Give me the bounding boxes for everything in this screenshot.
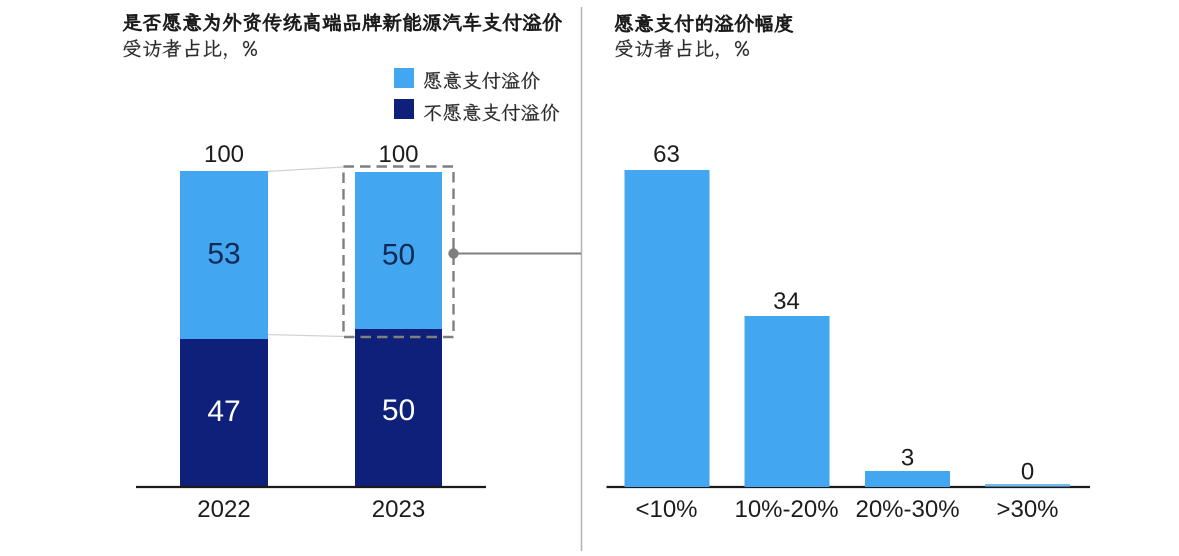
svg-text:20%-30%: 20%-30% <box>855 496 959 523</box>
svg-text:2023: 2023 <box>372 496 425 523</box>
svg-text:47: 47 <box>207 395 240 428</box>
svg-text:>30%: >30% <box>996 496 1058 523</box>
svg-text:3: 3 <box>901 445 914 472</box>
svg-text:100: 100 <box>378 141 418 168</box>
svg-text:10%-20%: 10%-20% <box>734 496 838 523</box>
svg-text:2022: 2022 <box>197 496 250 523</box>
svg-text:<10%: <10% <box>635 496 697 523</box>
svg-text:50: 50 <box>382 394 415 427</box>
svg-text:63: 63 <box>653 141 680 168</box>
svg-text:100: 100 <box>204 141 244 168</box>
svg-text:50: 50 <box>382 239 415 272</box>
svg-text:0: 0 <box>1021 459 1034 486</box>
svg-text:53: 53 <box>207 238 240 271</box>
svg-text:34: 34 <box>773 288 800 315</box>
